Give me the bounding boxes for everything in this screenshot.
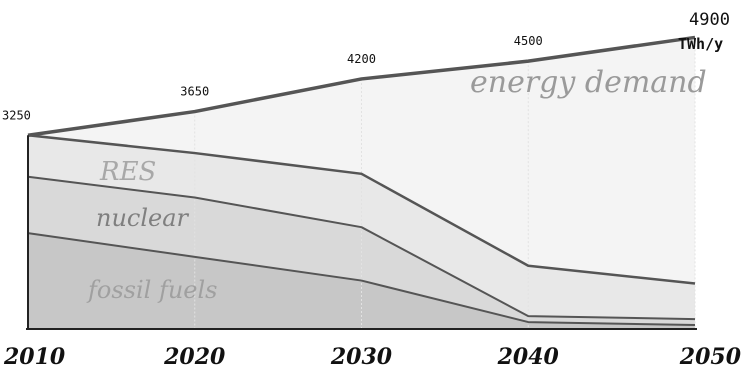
series-label-energy-demand: energy demand bbox=[470, 65, 707, 100]
x-tick-labels: 2010 2020 2030 2040 2050 bbox=[3, 344, 742, 370]
demand-value-labels: 3250 3650 4200 4500 4900 bbox=[2, 10, 730, 122]
series-lines bbox=[27, 35, 696, 329]
unit-label: TWh/y bbox=[678, 35, 723, 53]
x-tick-label: 2030 bbox=[330, 344, 393, 370]
x-tick-label: 2050 bbox=[679, 344, 742, 370]
demand-value-label: 4500 bbox=[514, 34, 543, 48]
demand-value-label: 3650 bbox=[180, 85, 209, 99]
series-label-res: RES bbox=[99, 157, 156, 187]
vertical-grid bbox=[194, 37, 696, 328]
demand-value-label: 4900 bbox=[689, 10, 730, 30]
line-nuclear bbox=[27, 175, 696, 321]
series-label-fossil-fuels: fossil fuels bbox=[86, 276, 217, 304]
line-fossil-fuels bbox=[27, 232, 696, 327]
demand-value-label: 4200 bbox=[347, 52, 376, 66]
x-tick-label: 2040 bbox=[497, 344, 560, 370]
demand-value-label: 3250 bbox=[2, 108, 31, 122]
series-label-nuclear: nuclear bbox=[96, 204, 190, 232]
x-tick-label: 2010 bbox=[3, 344, 66, 370]
line-res bbox=[27, 134, 696, 285]
x-tick-label: 2020 bbox=[163, 344, 226, 370]
line-energy-demand bbox=[27, 35, 696, 138]
